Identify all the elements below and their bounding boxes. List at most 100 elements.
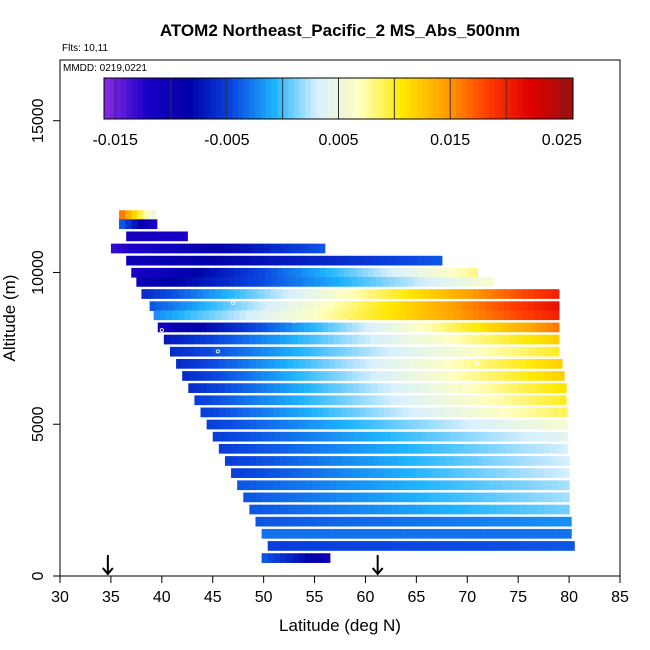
heatmap-cell — [437, 528, 445, 539]
heatmap-cell — [458, 480, 466, 491]
heatmap-cell — [532, 492, 539, 503]
heatmap-cell — [358, 334, 366, 345]
heatmap-cell — [486, 395, 494, 406]
heatmap-cell — [425, 277, 432, 287]
colorbar-segment — [511, 78, 518, 119]
heatmap-cell — [365, 407, 373, 418]
heatmap-cell — [291, 383, 299, 393]
heatmap-cell — [549, 358, 557, 369]
heatmap-cell — [212, 322, 220, 333]
heatmap-cell — [363, 301, 371, 312]
heatmap-cell — [412, 277, 420, 287]
heatmap-cell — [252, 267, 260, 278]
heatmap-cell — [518, 407, 525, 418]
heatmap-cell — [436, 301, 444, 312]
heatmap-cell — [298, 541, 306, 551]
heatmap-cell — [310, 358, 318, 369]
heatmap-cell — [267, 492, 275, 503]
heatmap-cell — [206, 383, 214, 393]
heatmap-cell — [358, 383, 366, 393]
heatmap-cell — [206, 371, 214, 381]
heatmap-cell — [310, 528, 317, 539]
heatmap-cell — [261, 492, 269, 503]
heatmap-cell — [341, 431, 348, 442]
colorbar-segment — [332, 78, 339, 119]
heatmap-cell — [523, 395, 531, 406]
heatmap-cell — [375, 277, 383, 287]
heatmap-cell — [444, 419, 452, 430]
heatmap-cell — [206, 322, 214, 333]
heatmap-cell — [481, 407, 489, 418]
heatmap-cell — [483, 468, 490, 478]
heatmap-cell — [366, 468, 374, 478]
heatmap-cell — [550, 468, 558, 478]
heatmap-cell — [261, 431, 269, 442]
heatmap-cell — [470, 492, 478, 503]
heatmap-cell — [261, 468, 269, 478]
heatmap-cell — [476, 468, 484, 478]
heatmap-cell — [443, 346, 451, 357]
colorbar-segment — [483, 78, 490, 119]
heatmap-cell — [407, 395, 415, 406]
heatmap-cell — [491, 371, 498, 381]
heatmap-cell — [218, 419, 226, 430]
heatmap-cell — [291, 322, 299, 333]
heatmap-cell — [279, 395, 287, 406]
heatmap-cell — [464, 504, 472, 515]
heatmap-cell — [493, 443, 501, 454]
heatmap-cell — [395, 383, 403, 393]
heatmap-cell — [480, 395, 488, 406]
heatmap-cell — [512, 419, 519, 430]
x-tick-label: 80 — [560, 589, 578, 606]
heatmap-cell — [368, 267, 375, 278]
heatmap-cell — [479, 334, 487, 345]
heatmap-cell — [412, 301, 419, 312]
heatmap-cell — [350, 310, 357, 321]
heatmap-cell — [400, 277, 408, 287]
heatmap-cell — [425, 334, 432, 345]
heatmap-cell — [389, 443, 397, 454]
heatmap-cell — [149, 301, 157, 312]
heatmap-cell — [359, 443, 367, 454]
heatmap-cell — [277, 255, 285, 266]
heatmap-cell — [249, 480, 257, 491]
heatmap-cell — [540, 334, 548, 345]
heatmap-cell — [483, 504, 490, 515]
colorbar-border — [103, 77, 574, 120]
heatmap-cell — [430, 371, 438, 381]
heatmap-cell — [313, 267, 321, 278]
heatmap-cell — [281, 243, 289, 254]
heatmap-cell — [292, 443, 299, 454]
heatmap-cell — [319, 289, 327, 299]
heatmap-cell — [445, 358, 453, 369]
heatmap-cell — [245, 243, 253, 254]
heatmap-cell — [320, 301, 328, 312]
heatmap-cell — [243, 407, 250, 418]
heatmap-cell — [230, 322, 238, 333]
heatmap-cell — [415, 480, 423, 491]
heatmap-cell — [411, 255, 419, 266]
heatmap-cell — [486, 277, 494, 287]
heatmap-cell — [495, 480, 503, 491]
heatmap-cell — [126, 231, 133, 242]
heatmap-cell — [381, 301, 389, 312]
heatmap-cell — [237, 431, 244, 442]
heatmap-cell — [387, 255, 394, 266]
heatmap-cell — [351, 277, 359, 287]
heatmap-cell — [316, 528, 323, 539]
heatmap-cell — [202, 310, 210, 321]
heatmap-cell — [448, 371, 456, 381]
heatmap-cell — [364, 322, 372, 333]
heatmap-cell — [329, 504, 337, 515]
heatmap-cell — [168, 231, 176, 242]
heatmap-cell — [515, 371, 523, 381]
heatmap-cell — [208, 310, 216, 321]
heatmap-cell — [444, 431, 452, 442]
heatmap-cell — [442, 310, 449, 321]
colorbar-segment — [405, 78, 412, 119]
heatmap-cell — [323, 468, 330, 478]
heatmap-cell — [206, 407, 214, 418]
heatmap-cell — [548, 443, 556, 454]
heatmap-cell — [473, 301, 481, 312]
heatmap-cell — [449, 322, 457, 333]
